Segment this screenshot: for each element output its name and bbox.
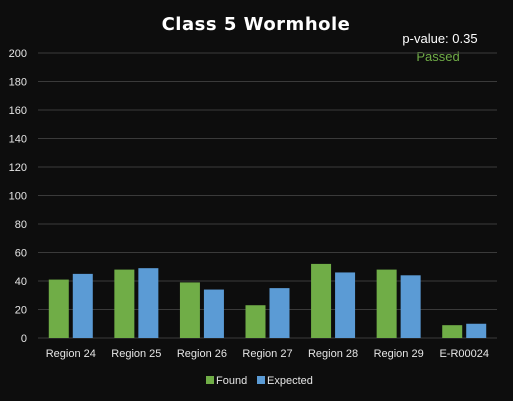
y-tick-label: 40 [15, 276, 27, 288]
bar-expected-e-r00024 [466, 323, 487, 338]
bar-expected-region-27 [269, 288, 290, 338]
bar-expected-region-25 [138, 268, 159, 338]
x-tick-label: Region 29 [374, 348, 424, 360]
y-tick-label: 20 [15, 305, 27, 317]
legend: Found Expected [206, 375, 313, 387]
bars [48, 263, 487, 338]
p-value-label: p-value: 0.35 [402, 31, 477, 46]
legend-swatch-expected [257, 376, 265, 384]
bar-expected-region-24 [72, 273, 93, 338]
x-tick-label: Region 26 [177, 348, 227, 360]
bar-expected-region-26 [203, 289, 224, 338]
x-tick-label: Region 27 [242, 348, 292, 360]
bar-found-region-26 [179, 282, 200, 338]
legend-label-expected: Expected [267, 375, 313, 387]
legend-label-found: Found [216, 375, 247, 387]
y-tick-label: 60 [15, 248, 27, 260]
x-tick-label: Region 28 [308, 348, 358, 360]
y-tick-label: 80 [15, 219, 27, 231]
y-tick-label: 100 [9, 191, 27, 203]
bar-found-region-29 [376, 269, 397, 338]
y-tick-label: 140 [9, 134, 27, 146]
bar-expected-region-28 [335, 272, 356, 338]
bar-found-region-28 [311, 263, 332, 338]
x-axis: Region 24 Region 25 Region 26 Region 27 Regi… [46, 348, 489, 360]
y-tick-label: 200 [9, 48, 27, 60]
bar-found-region-27 [245, 305, 266, 338]
y-tick-label: 0 [21, 333, 27, 345]
y-tick-label: 160 [9, 105, 27, 117]
y-tick-label: 120 [9, 162, 27, 174]
x-tick-label: E-R00024 [439, 348, 489, 360]
bar-expected-region-29 [400, 275, 421, 338]
chart-title: Class 5 Wormhole [162, 14, 351, 35]
bar-found-e-r00024 [442, 325, 463, 338]
y-axis: 0 20 40 60 80 100 120 140 160 180 200 [9, 48, 27, 345]
x-tick-label: Region 24 [46, 348, 96, 360]
bar-found-region-24 [48, 279, 69, 338]
x-tick-label: Region 25 [111, 348, 161, 360]
test-status-label: Passed [416, 49, 459, 64]
y-tick-label: 180 [9, 77, 27, 89]
legend-swatch-found [206, 376, 214, 384]
bar-found-region-25 [114, 269, 135, 338]
